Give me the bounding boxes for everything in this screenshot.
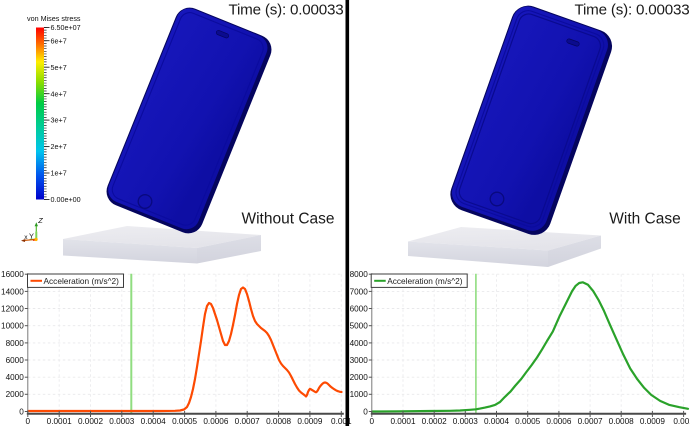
svg-text:5e+7: 5e+7 bbox=[51, 63, 67, 72]
svg-text:0.0004: 0.0004 bbox=[141, 417, 166, 426]
svg-text:4000: 4000 bbox=[350, 339, 369, 348]
svg-text:0.001: 0.001 bbox=[673, 417, 690, 426]
svg-text:8000: 8000 bbox=[350, 270, 369, 279]
svg-text:0.0002: 0.0002 bbox=[422, 417, 447, 426]
svg-text:0.0008: 0.0008 bbox=[266, 417, 291, 426]
svg-text:1000: 1000 bbox=[350, 390, 369, 399]
svg-text:4000: 4000 bbox=[6, 373, 25, 382]
svg-text:0.0004: 0.0004 bbox=[484, 417, 509, 426]
svg-text:2000: 2000 bbox=[6, 390, 25, 399]
svg-text:0.0003: 0.0003 bbox=[109, 417, 134, 426]
svg-text:0: 0 bbox=[26, 417, 31, 426]
svg-text:Time (s): 0.00033: Time (s): 0.00033 bbox=[574, 1, 689, 18]
svg-text:6.50e+07: 6.50e+07 bbox=[51, 23, 81, 32]
svg-text:x: x bbox=[24, 234, 28, 241]
svg-text:0: 0 bbox=[19, 407, 24, 416]
svg-text:0: 0 bbox=[363, 407, 368, 416]
svg-text:4e+7: 4e+7 bbox=[51, 89, 67, 98]
svg-text:6000: 6000 bbox=[6, 356, 25, 365]
svg-text:0: 0 bbox=[370, 417, 375, 426]
svg-text:Y: Y bbox=[29, 231, 34, 240]
svg-text:0.0008: 0.0008 bbox=[609, 417, 634, 426]
svg-text:6e+7: 6e+7 bbox=[51, 36, 67, 45]
svg-text:Acceleration (m/s^2): Acceleration (m/s^2) bbox=[387, 276, 463, 286]
svg-text:0.0007: 0.0007 bbox=[578, 417, 603, 426]
svg-text:2e+7: 2e+7 bbox=[51, 142, 67, 151]
svg-text:0.0005: 0.0005 bbox=[172, 417, 197, 426]
svg-text:3e+7: 3e+7 bbox=[51, 116, 67, 125]
svg-text:0.0006: 0.0006 bbox=[546, 417, 571, 426]
svg-text:0.0005: 0.0005 bbox=[515, 417, 540, 426]
svg-text:6000: 6000 bbox=[350, 304, 369, 313]
svg-text:16000: 16000 bbox=[1, 270, 24, 279]
svg-text:8000: 8000 bbox=[6, 339, 25, 348]
svg-text:Acceleration (m/s^2): Acceleration (m/s^2) bbox=[44, 276, 120, 286]
svg-text:12000: 12000 bbox=[1, 304, 24, 313]
svg-text:Without Case: Without Case bbox=[241, 211, 334, 228]
svg-text:0.0009: 0.0009 bbox=[297, 417, 322, 426]
svg-text:2000: 2000 bbox=[350, 373, 369, 382]
svg-text:14000: 14000 bbox=[1, 287, 24, 296]
svg-text:0.0002: 0.0002 bbox=[78, 417, 103, 426]
svg-text:0.0001: 0.0001 bbox=[47, 417, 72, 426]
svg-text:1e+7: 1e+7 bbox=[51, 169, 67, 178]
svg-text:10000: 10000 bbox=[1, 322, 24, 331]
svg-text:0.00e+00: 0.00e+00 bbox=[51, 195, 81, 204]
svg-text:von Mises stress: von Mises stress bbox=[27, 14, 81, 23]
svg-text:0.0001: 0.0001 bbox=[390, 417, 415, 426]
svg-text:0.001: 0.001 bbox=[331, 417, 352, 426]
svg-text:3000: 3000 bbox=[350, 356, 369, 365]
svg-text:0.0003: 0.0003 bbox=[453, 417, 478, 426]
svg-text:0.0007: 0.0007 bbox=[235, 417, 260, 426]
svg-text:7000: 7000 bbox=[350, 287, 369, 296]
svg-text:Z: Z bbox=[37, 216, 43, 225]
svg-text:With Case: With Case bbox=[609, 211, 681, 228]
svg-text:5000: 5000 bbox=[350, 322, 369, 331]
svg-text:0.0009: 0.0009 bbox=[640, 417, 665, 426]
svg-text:0.0006: 0.0006 bbox=[203, 417, 228, 426]
svg-text:Time (s): 0.00033: Time (s): 0.00033 bbox=[228, 1, 343, 18]
